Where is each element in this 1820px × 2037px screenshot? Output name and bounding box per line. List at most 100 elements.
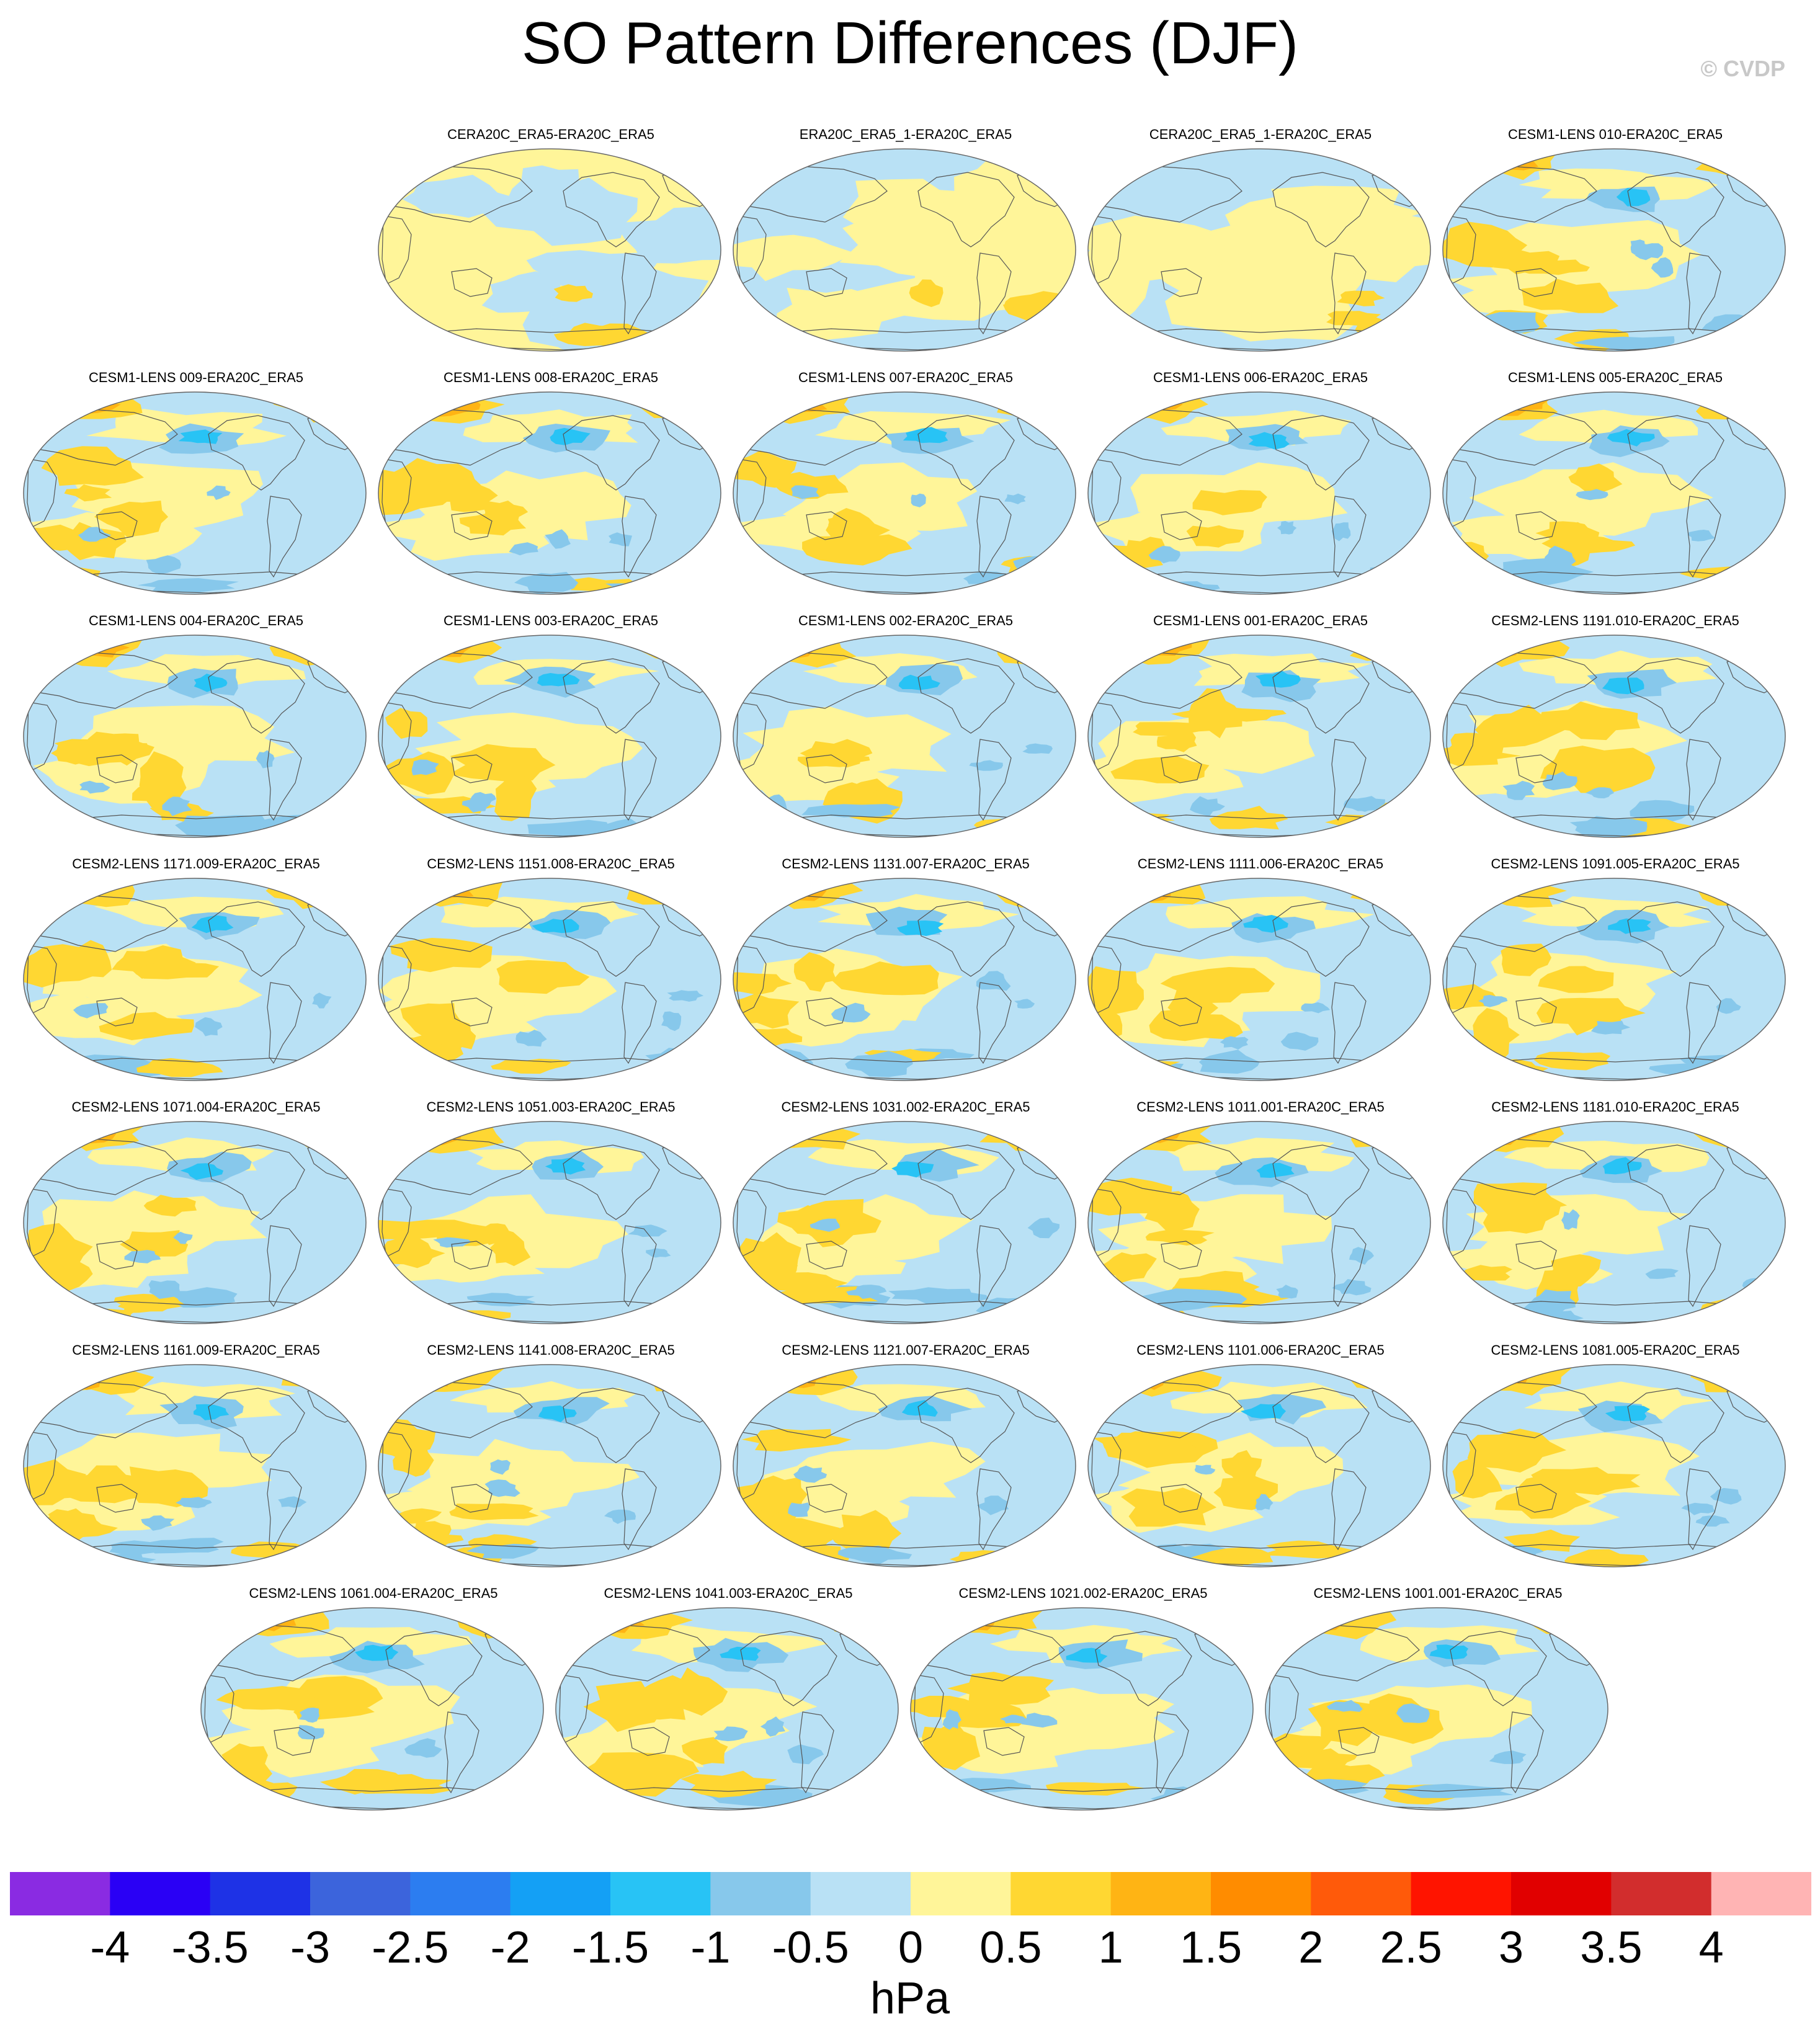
colorbar-tick-label: 4 — [1698, 1923, 1724, 1972]
panel-title: CESM2-LENS 1091.005-ERA20C_ERA5 — [1491, 856, 1740, 871]
colorbar-tick-label: 0.5 — [979, 1923, 1042, 1972]
map-plot — [1087, 635, 1431, 838]
colorbar-tick-label: 0 — [898, 1923, 924, 1972]
map-panel: CESM1-LENS 004-ERA20C_ERA5 — [22, 613, 370, 855]
panel-title: CESM2-LENS 1021.002-ERA20C_ERA5 — [958, 1585, 1208, 1601]
colorbar-swatch — [1711, 1872, 1812, 1915]
panel-title: CESM2-LENS 1101.006-ERA20C_ERA5 — [1136, 1342, 1385, 1358]
map-panel: CESM2-LENS 1121.007-ERA20C_ERA5 — [732, 1342, 1079, 1584]
map-plot — [733, 391, 1076, 595]
colorbar-tick-label: 3 — [1498, 1923, 1524, 1972]
colorbar-tick-label: -3.5 — [171, 1923, 249, 1972]
map-panel: CESM1-LENS 002-ERA20C_ERA5 — [732, 613, 1079, 855]
colorbar-swatch — [710, 1872, 811, 1915]
map-plot — [733, 148, 1076, 352]
colorbar-swatch — [1311, 1872, 1412, 1915]
map-plot — [378, 635, 721, 838]
panel-title: CESM2-LENS 1071.004-ERA20C_ERA5 — [71, 1099, 321, 1115]
map-plot — [1265, 1607, 1608, 1811]
map-plot — [1442, 1121, 1786, 1324]
map-plot — [1442, 635, 1786, 838]
map-panel: CESM2-LENS 1031.002-ERA20C_ERA5 — [732, 1099, 1079, 1341]
map-plot — [1442, 148, 1786, 352]
panel-title: CESM2-LENS 1111.006-ERA20C_ERA5 — [1137, 856, 1384, 871]
map-panel: CESM2-LENS 1001.001-ERA20C_ERA5 — [1264, 1585, 1612, 1827]
colorbar-swatch — [1411, 1872, 1512, 1915]
map-plot — [1442, 1364, 1786, 1567]
map-plot — [555, 1607, 899, 1811]
map-panel: CERA20C_ERA5-ERA20C_ERA5 — [377, 127, 725, 368]
colorbar-tick-label: -1.5 — [571, 1923, 649, 1972]
map-plot — [1442, 391, 1786, 595]
panel-title: CERA20C_ERA5-ERA20C_ERA5 — [447, 127, 654, 142]
colorbar-units: hPa — [870, 1974, 950, 2023]
map-plot — [23, 878, 367, 1081]
panel-title: CESM1-LENS 010-ERA20C_ERA5 — [1507, 127, 1723, 142]
panel-title: CESM2-LENS 1121.007-ERA20C_ERA5 — [782, 1342, 1030, 1358]
map-plot — [378, 391, 721, 595]
map-panel: CESM2-LENS 1161.009-ERA20C_ERA5 — [22, 1342, 370, 1584]
map-panel: CESM1-LENS 003-ERA20C_ERA5 — [377, 613, 725, 855]
panel-title: CESM2-LENS 1061.004-ERA20C_ERA5 — [249, 1585, 498, 1601]
panel-title: CESM2-LENS 1001.001-ERA20C_ERA5 — [1313, 1585, 1563, 1601]
map-panel: CESM2-LENS 1111.006-ERA20C_ERA5 — [1087, 856, 1434, 1098]
colorbar-swatch — [10, 1872, 110, 1915]
panel-title: CESM2-LENS 1131.007-ERA20C_ERA5 — [782, 856, 1030, 871]
colorbar-swatch — [110, 1872, 211, 1915]
colorbar-swatch — [1511, 1872, 1612, 1915]
map-panel: CESM2-LENS 1051.003-ERA20C_ERA5 — [377, 1099, 725, 1341]
map-plot — [733, 1364, 1076, 1567]
map-panel: CESM2-LENS 1191.010-ERA20C_ERA5 — [1442, 613, 1789, 855]
colorbar-swatch — [1211, 1872, 1311, 1915]
panel-title: CERA20C_ERA5_1-ERA20C_ERA5 — [1149, 127, 1372, 142]
map-plot — [1087, 148, 1431, 352]
panel-title: CESM2-LENS 1081.005-ERA20C_ERA5 — [1491, 1342, 1740, 1358]
colorbar-swatch — [810, 1872, 911, 1915]
map-panel: CESM1-LENS 008-ERA20C_ERA5 — [377, 370, 725, 612]
panel-title: CESM1-LENS 006-ERA20C_ERA5 — [1153, 370, 1368, 385]
colorbar-tick-label: -1 — [690, 1923, 731, 1972]
colorbar-tick-label: 2 — [1298, 1923, 1324, 1972]
map-plot — [1087, 391, 1431, 595]
map-plot — [733, 878, 1076, 1081]
page-title: SO Pattern Differences (DJF) — [522, 10, 1298, 76]
map-panel: CESM2-LENS 1041.003-ERA20C_ERA5 — [555, 1585, 902, 1827]
map-plot — [23, 635, 367, 838]
colorbar-tick-label: 3.5 — [1580, 1923, 1643, 1972]
map-plot — [378, 148, 721, 352]
map-panel: CESM2-LENS 1091.005-ERA20C_ERA5 — [1442, 856, 1789, 1098]
colorbar-swatch — [1110, 1872, 1211, 1915]
panel-title: CESM2-LENS 1161.009-ERA20C_ERA5 — [72, 1342, 320, 1358]
panel-title: CESM1-LENS 002-ERA20C_ERA5 — [798, 613, 1014, 628]
map-panel: ERA20C_ERA5_1-ERA20C_ERA5 — [732, 127, 1079, 368]
colorbar-swatch — [310, 1872, 411, 1915]
colorbar-swatch — [1611, 1872, 1712, 1915]
map-panel: CESM2-LENS 1081.005-ERA20C_ERA5 — [1442, 1342, 1789, 1584]
colorbar-tick-label: -4 — [90, 1923, 130, 1972]
panel-title: CESM2-LENS 1181.010-ERA20C_ERA5 — [1491, 1099, 1739, 1115]
panel-title: CESM2-LENS 1041.003-ERA20C_ERA5 — [604, 1585, 853, 1601]
panel-title: CESM2-LENS 1011.001-ERA20C_ERA5 — [1136, 1099, 1385, 1115]
map-panel: CESM2-LENS 1131.007-ERA20C_ERA5 — [732, 856, 1079, 1098]
map-plot — [23, 1364, 367, 1567]
map-panel: CESM2-LENS 1011.001-ERA20C_ERA5 — [1087, 1099, 1434, 1341]
map-panel: CESM2-LENS 1071.004-ERA20C_ERA5 — [22, 1099, 370, 1341]
colorbar — [10, 1872, 1812, 1915]
panel-title: CESM2-LENS 1051.003-ERA20C_ERA5 — [426, 1099, 676, 1115]
map-plot — [1087, 1121, 1431, 1324]
map-panel: CESM2-LENS 1021.002-ERA20C_ERA5 — [909, 1585, 1257, 1827]
panel-title: CESM2-LENS 1191.010-ERA20C_ERA5 — [1491, 613, 1739, 628]
map-panel: CESM2-LENS 1101.006-ERA20C_ERA5 — [1087, 1342, 1434, 1584]
map-plot — [378, 878, 721, 1081]
panel-title: CESM1-LENS 007-ERA20C_ERA5 — [798, 370, 1014, 385]
panel-title: CESM1-LENS 003-ERA20C_ERA5 — [443, 613, 659, 628]
panel-title: CESM1-LENS 001-ERA20C_ERA5 — [1153, 613, 1368, 628]
panel-title: CESM2-LENS 1171.009-ERA20C_ERA5 — [72, 856, 320, 871]
map-plot — [733, 635, 1076, 838]
map-plot — [200, 1607, 544, 1811]
panel-title: CESM1-LENS 008-ERA20C_ERA5 — [443, 370, 659, 385]
map-panel: CESM2-LENS 1061.004-ERA20C_ERA5 — [200, 1585, 547, 1827]
colorbar-swatch — [410, 1872, 511, 1915]
colorbar-swatch — [1010, 1872, 1112, 1915]
map-panel: CESM1-LENS 001-ERA20C_ERA5 — [1087, 613, 1434, 855]
